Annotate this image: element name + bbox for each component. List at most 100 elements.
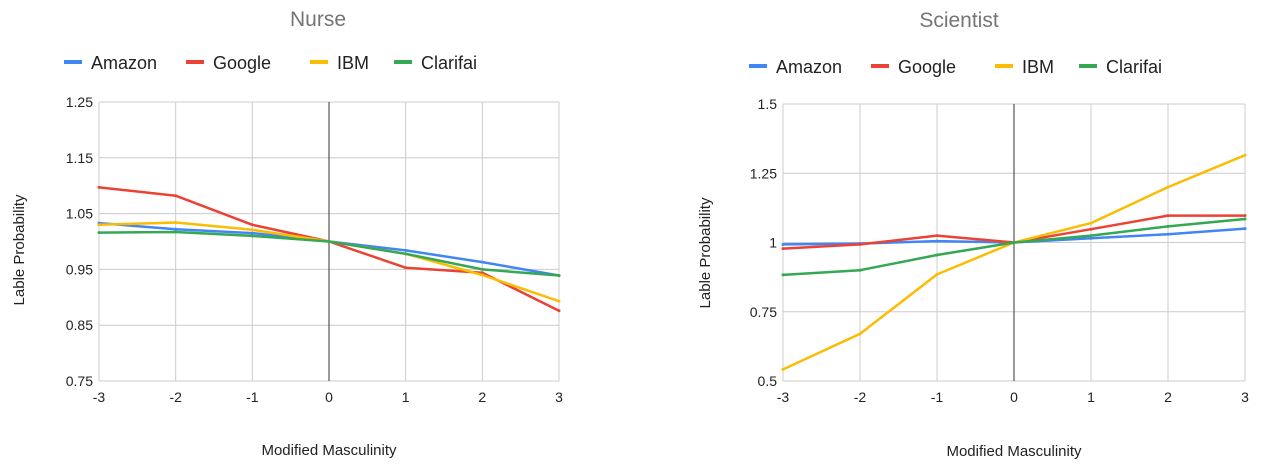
x-tick-label: 2 (1164, 389, 1172, 405)
data-point (781, 242, 785, 246)
legend-label: Amazon (776, 57, 842, 77)
data-point (250, 231, 254, 235)
data-point (1243, 227, 1247, 231)
data-point (781, 367, 785, 371)
series-clarifai (97, 230, 561, 278)
x-tick-label: -1 (246, 389, 259, 405)
data-point (174, 194, 178, 198)
data-point (858, 242, 862, 246)
x-tick-label: 0 (1010, 389, 1018, 405)
legend-swatch (310, 60, 328, 64)
x-tick-label: -3 (777, 389, 790, 405)
data-point (327, 240, 331, 243)
data-point (557, 299, 561, 303)
data-point (174, 221, 178, 225)
x-axis-label: Modified Masculinity (946, 443, 1082, 460)
data-point (858, 332, 862, 336)
data-point (1166, 185, 1170, 189)
legend-item: IBM (995, 57, 1054, 77)
y-tick-label: 0.5 (758, 373, 778, 389)
data-point (781, 273, 785, 277)
gridlines (98, 101, 560, 382)
data-point (250, 223, 254, 227)
data-point (404, 266, 408, 270)
data-point (480, 260, 484, 264)
y-tick-label: 1.05 (66, 206, 93, 222)
legend-swatch (1079, 64, 1097, 68)
legend-item: Google (871, 57, 956, 77)
y-tick-label: 0.75 (66, 373, 93, 389)
legend-label: Amazon (91, 53, 157, 73)
legend-swatch (749, 64, 767, 68)
y-tick-label: 0.75 (750, 304, 777, 320)
x-axis-label: Modified Masculinity (261, 442, 397, 459)
legend-label: IBM (1022, 57, 1054, 77)
data-point (1089, 221, 1093, 225)
data-point (174, 227, 178, 231)
data-point (1089, 227, 1093, 231)
y-axis-label: Lable Probability (11, 194, 28, 305)
x-tick-label: -3 (93, 389, 106, 405)
data-point (935, 272, 939, 276)
legend-label: Google (213, 53, 271, 73)
legend-swatch (64, 60, 82, 64)
data-point (404, 252, 408, 256)
data-point (1089, 236, 1093, 240)
y-tick-label: 1 (769, 235, 777, 251)
data-point (557, 274, 561, 278)
x-tick-label: 3 (1241, 389, 1249, 405)
scientist-chart-panel: Scientist Modified Masculinity Lable Pro… (697, 9, 1249, 460)
chart-title: Nurse (290, 8, 346, 31)
data-point (404, 248, 408, 252)
data-point (97, 231, 101, 235)
data-point (1166, 232, 1170, 236)
legend-label: Google (898, 57, 956, 77)
legend-item: Amazon (749, 57, 842, 77)
data-point (97, 185, 101, 189)
data-point (557, 309, 561, 313)
x-tick-label: -2 (169, 389, 182, 405)
chart-title: Scientist (919, 9, 999, 32)
legend-item: IBM (310, 53, 369, 73)
legend-label: IBM (337, 53, 369, 73)
legend-label: Clarifai (1106, 57, 1162, 77)
x-tick-label: 2 (478, 389, 486, 405)
y-axis-label: Lable Probability (697, 197, 714, 308)
x-tick-label: 1 (1087, 389, 1095, 405)
y-tick-label: 1.15 (66, 150, 93, 166)
legend: Amazon Google IBM Clarifai (64, 53, 477, 73)
data-point (1089, 234, 1093, 238)
data-point (250, 234, 254, 238)
data-point (480, 273, 484, 277)
y-tick-label: 1.5 (758, 96, 778, 112)
legend-swatch (186, 60, 204, 64)
data-point (480, 267, 484, 271)
y-tick-label: 1.25 (66, 94, 93, 110)
data-point (97, 223, 101, 227)
legend-swatch (871, 64, 889, 68)
data-point (1166, 214, 1170, 218)
data-point (858, 268, 862, 272)
data-point (935, 253, 939, 257)
data-point (1243, 214, 1247, 218)
legend-label: Clarifai (421, 53, 477, 73)
legend-item: Google (186, 53, 271, 73)
x-tick-label: 3 (555, 389, 563, 405)
x-tick-label: -1 (931, 389, 944, 405)
data-point (935, 234, 939, 238)
x-tick-label: -2 (854, 389, 867, 405)
legend-swatch (394, 60, 412, 64)
data-point (1166, 224, 1170, 228)
legend-item: Amazon (64, 53, 157, 73)
data-point (174, 230, 178, 234)
data-point (935, 239, 939, 243)
y-tick-label: 0.85 (66, 317, 93, 333)
series-clarifai (781, 217, 1247, 277)
x-tick-label: 0 (325, 389, 333, 405)
legend-swatch (995, 64, 1013, 68)
legend-item: Clarifai (394, 53, 477, 73)
legend: Amazon Google IBM Clarifai (749, 57, 1162, 77)
y-tick-label: 0.95 (66, 261, 93, 277)
